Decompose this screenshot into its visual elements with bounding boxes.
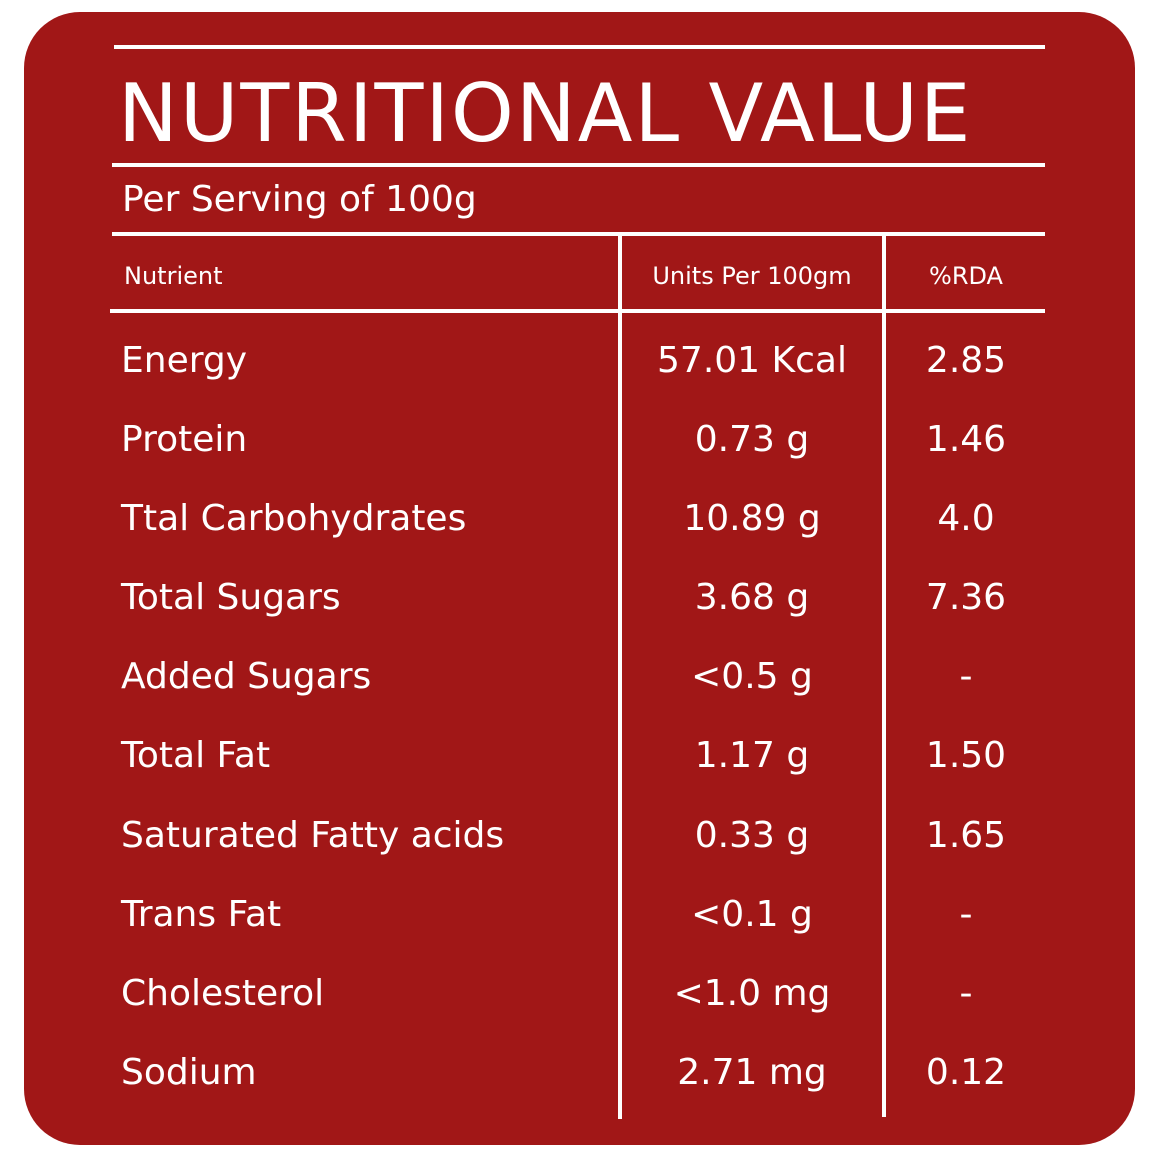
header-rda: %RDA: [929, 262, 1003, 290]
subtitle-rule: [112, 232, 1045, 236]
header-rule: [110, 309, 1045, 313]
nutrient-rda: 2.85: [925, 340, 1007, 381]
header-nutrient: Nutrient: [124, 262, 223, 290]
nutrient-rda: 7.36: [925, 577, 1007, 619]
nutrient-name: Added Sugars: [121, 656, 372, 698]
header-units: Units Per 100gm: [652, 262, 852, 290]
table-row: Sodium 2.71 mg 0.12: [24, 1033, 1135, 1112]
nutrient-name: Total Fat: [121, 735, 271, 777]
column-divider-1: [618, 234, 622, 1119]
nutrient-amount: 0.73 g: [694, 419, 810, 461]
nutrient-name: Trans Fat: [121, 893, 282, 935]
title-rule: [112, 163, 1045, 167]
nutrient-amount: 2.71 mg: [677, 1051, 827, 1093]
nutrient-name: Sodium: [121, 1051, 257, 1093]
table-row: Trans Fat <0.1 g -: [24, 875, 1135, 954]
table-row: Protein 0.73 g 1.46: [24, 400, 1135, 479]
nutrient-amount: <0.5 g: [691, 656, 813, 698]
table-row: Total Fat 1.17 g 1.50: [24, 716, 1135, 795]
table-row: Cholesterol <1.0 mg -: [24, 954, 1135, 1033]
nutrient-rows: Energy 57.01 Kcal 2.85 Protein 0.73 g 1.46 Tta…: [24, 321, 1135, 1112]
nutrition-label: NUTRITIONAL VALUE Per Serving of 100g Nu…: [24, 12, 1135, 1145]
nutrient-rda: 1.50: [925, 735, 1007, 777]
nutrient-name: Ttal Carbohydrates: [121, 498, 467, 540]
nutrient-name: Cholesterol: [121, 972, 325, 1014]
nutrient-rda: 0.12: [925, 1051, 1007, 1093]
nutrient-rda: 4.0: [937, 498, 995, 540]
table-row: Saturated Fatty acids 0.33 g 1.65: [24, 796, 1135, 875]
nutrient-amount: <1.0 mg: [673, 972, 831, 1014]
nutrient-name: Saturated Fatty acids: [121, 814, 505, 856]
table-row: Total Sugars 3.68 g 7.36: [24, 558, 1135, 637]
page-title: NUTRITIONAL VALUE: [118, 67, 973, 160]
column-divider-2: [882, 234, 886, 1117]
nutrient-rda: -: [959, 656, 973, 698]
nutrient-amount: 3.68 g: [694, 577, 810, 619]
nutrient-amount: 1.17 g: [694, 735, 810, 777]
nutrient-rda: -: [959, 893, 973, 935]
nutrient-rda: -: [959, 972, 973, 1014]
nutrient-name: Energy: [121, 340, 248, 381]
table-row: Energy 57.01 Kcal 2.85: [24, 321, 1135, 400]
table-row: Ttal Carbohydrates 10.89 g 4.0: [24, 479, 1135, 558]
table-row: Added Sugars <0.5 g -: [24, 637, 1135, 716]
nutrient-rda: 1.65: [925, 814, 1007, 856]
nutrient-amount: 10.89 g: [683, 498, 821, 540]
serving-size: Per Serving of 100g: [122, 179, 477, 220]
nutrient-amount: 57.01 Kcal: [657, 340, 847, 381]
nutrient-rda: 1.46: [925, 419, 1007, 461]
nutrient-amount: <0.1 g: [691, 893, 813, 935]
nutrient-name: Protein: [121, 419, 248, 461]
nutrient-name: Total Sugars: [121, 577, 341, 619]
nutrient-amount: 0.33 g: [694, 814, 810, 856]
top-rule: [114, 45, 1045, 49]
